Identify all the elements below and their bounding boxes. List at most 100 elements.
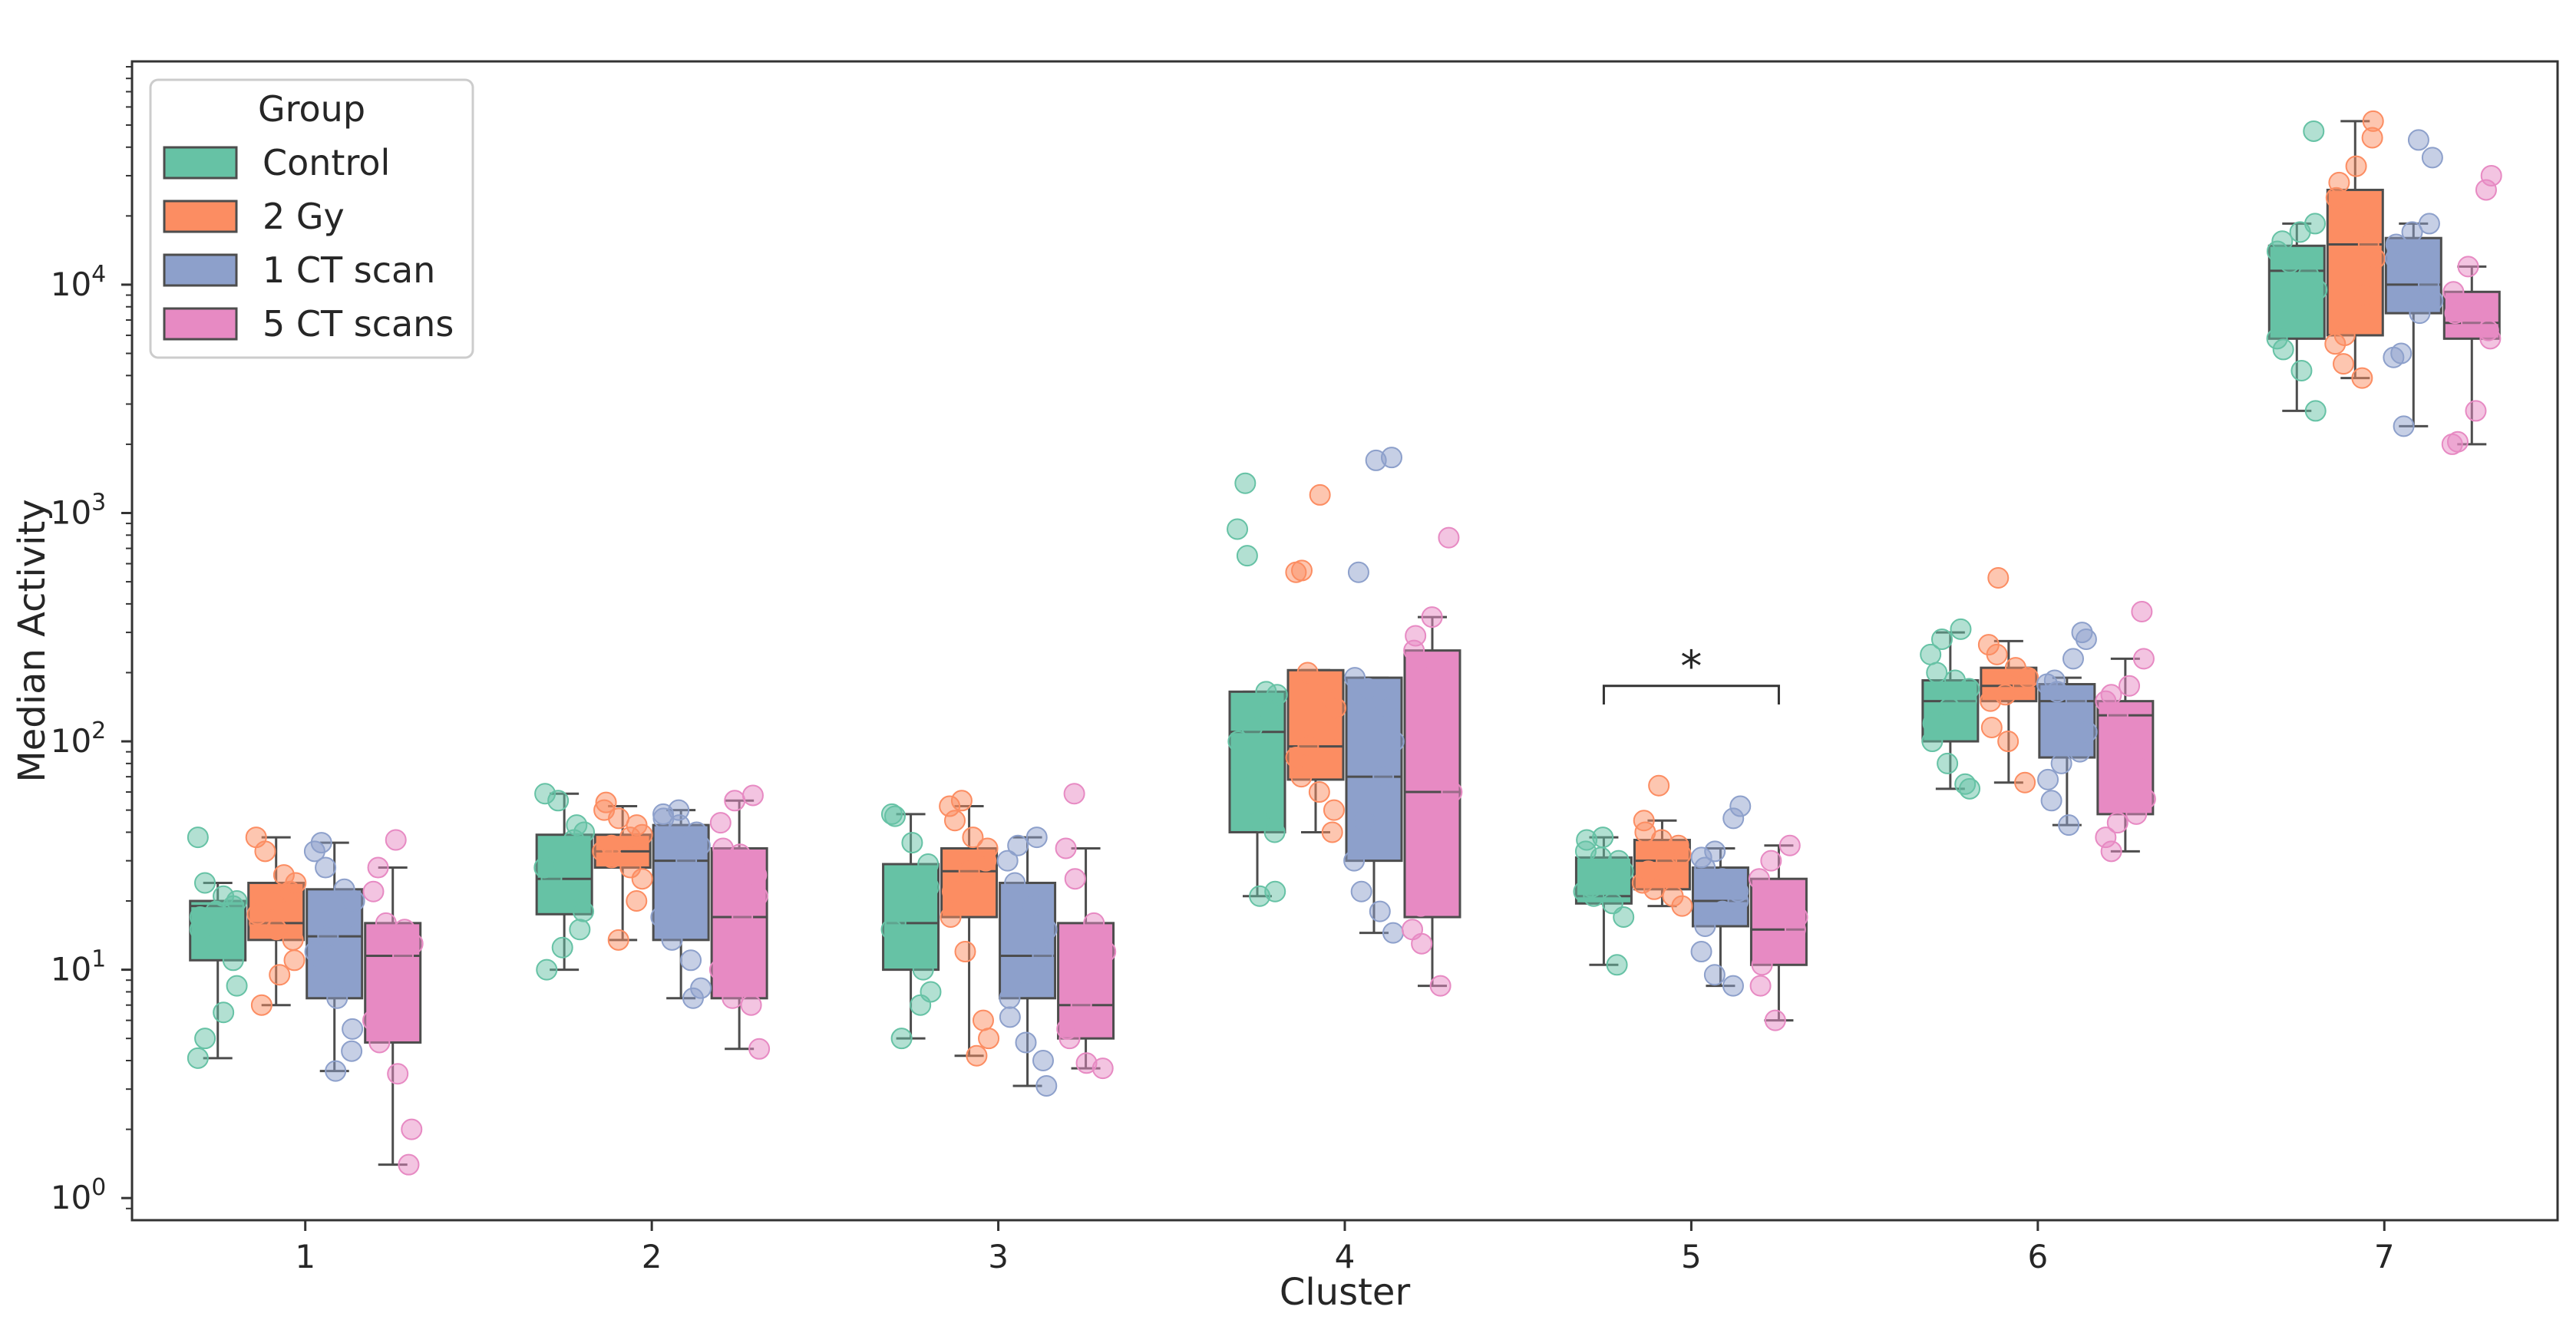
data-point [1055, 837, 1077, 860]
data-point [2132, 648, 2155, 670]
data-point [1064, 868, 1086, 890]
x-axis: 1 2 3 4 5 6 7 [295, 1220, 2395, 1275]
data-point [1014, 964, 1036, 986]
data-point [1022, 895, 1045, 917]
data-point [2304, 213, 2327, 235]
data-point [1768, 941, 1790, 963]
data-point [282, 929, 304, 951]
data-point [194, 1028, 216, 1050]
data-point [1025, 827, 1048, 849]
data-point [1343, 850, 1366, 872]
data-point [1637, 860, 1660, 883]
data-point [954, 941, 976, 963]
data-point [2095, 827, 2117, 849]
data-point [740, 994, 762, 1016]
data-point [205, 932, 227, 955]
data-point [1321, 821, 1343, 843]
data-point [2043, 669, 2066, 691]
x-tick-label: 5 [1681, 1238, 1702, 1275]
data-point [2390, 342, 2413, 365]
data-point [978, 1028, 1000, 1050]
data-point [1324, 697, 1346, 719]
data-point [1922, 712, 1944, 734]
data-point [1247, 810, 1270, 832]
data-point [1230, 759, 1253, 781]
data-point [1592, 827, 1614, 849]
data-point [2409, 302, 2431, 325]
data-point [326, 987, 348, 1009]
data-point [1236, 545, 1258, 567]
data-point [680, 949, 702, 972]
data-point [668, 799, 690, 821]
data-point [732, 906, 754, 929]
data-point [2040, 790, 2062, 812]
y-axis: 100 101 102 103 104 [51, 65, 132, 1216]
data-point [226, 975, 248, 997]
data-point [1760, 850, 1782, 872]
data-point [2134, 787, 2156, 810]
y-tick-label: 102 [51, 718, 107, 760]
data-point [2407, 129, 2429, 151]
data-point [2076, 721, 2098, 743]
data-point [2290, 360, 2313, 382]
data-point [880, 803, 903, 825]
data-point [1088, 969, 1111, 992]
data-point [1729, 795, 1752, 817]
data-point [1690, 941, 1712, 963]
legend-label: 2 Gy [263, 196, 345, 237]
data-point [2457, 256, 2479, 278]
data-point [394, 919, 416, 941]
data-point [1263, 821, 1286, 843]
data-point [1920, 643, 1942, 665]
data-point [1711, 868, 1733, 890]
data-point [373, 981, 395, 1003]
data-point [1607, 850, 1630, 872]
data-point [367, 856, 389, 879]
data-point [1344, 667, 1366, 689]
data-point [325, 1060, 347, 1082]
data-point [559, 880, 581, 902]
data-point [566, 814, 588, 836]
data-point [2446, 431, 2469, 453]
data-point [1778, 834, 1801, 856]
data-point [745, 864, 768, 886]
data-point [626, 890, 648, 912]
data-point [1297, 735, 1319, 757]
data-point [1083, 912, 1105, 934]
x-tick-label: 6 [2027, 1238, 2048, 1275]
data-point [976, 837, 999, 860]
data-point [1255, 681, 1277, 703]
data-point [893, 941, 916, 963]
data-point [2266, 328, 2288, 350]
data-point [2297, 264, 2320, 286]
data-point [1977, 634, 2000, 656]
data-point [712, 837, 735, 860]
data-point [884, 912, 907, 934]
data-point [2480, 164, 2502, 186]
data-point [2465, 400, 2487, 422]
data-point [2071, 622, 2093, 644]
data-point [2333, 324, 2356, 346]
data-point [401, 1118, 423, 1140]
data-point [1727, 880, 1749, 902]
data-point [2401, 221, 2423, 243]
data-point [342, 1018, 364, 1040]
data-point [1350, 880, 1372, 902]
data-point [222, 949, 244, 972]
data-point [1428, 868, 1451, 890]
data-point [1410, 895, 1432, 917]
data-point [309, 964, 331, 986]
data-point [261, 890, 283, 912]
data-point [2065, 690, 2087, 712]
data-point [1369, 900, 1391, 922]
x-tick-label: 2 [642, 1238, 662, 1275]
data-point [1704, 840, 1726, 863]
data-point [1382, 731, 1405, 753]
data-point [2062, 648, 2084, 670]
data-point [966, 1044, 988, 1067]
data-point [917, 876, 940, 898]
data-point [920, 981, 942, 1003]
data-point [1748, 868, 1770, 890]
data-point [2100, 684, 2122, 706]
data-point [2131, 600, 2153, 622]
